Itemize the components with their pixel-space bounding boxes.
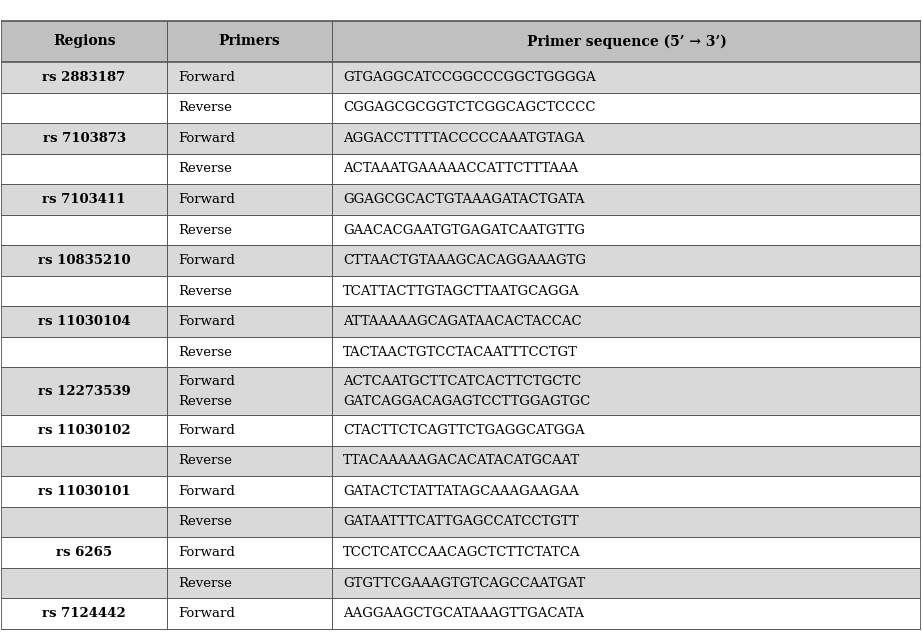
Text: TCATTACTTGTAGCTTAATGCAGGA: TCATTACTTGTAGCTTAATGCAGGA xyxy=(343,285,580,298)
Text: CGGAGCGCGGTCTCGGCAGCTCCCC: CGGAGCGCGGTCTCGGCAGCTCCCC xyxy=(343,102,596,114)
Text: Reverse: Reverse xyxy=(178,346,231,359)
Text: GTGAGGCATCCGGCCCGGCTGGGGA: GTGAGGCATCCGGCCCGGCTGGGGA xyxy=(343,71,597,84)
Text: Forward: Forward xyxy=(178,376,235,388)
Text: rs 11030102: rs 11030102 xyxy=(38,424,130,437)
Bar xyxy=(2,507,920,537)
Bar xyxy=(2,62,920,93)
Text: ACTCAATGCTTCATCACTTCTGCTC: ACTCAATGCTTCATCACTTCTGCTC xyxy=(343,376,582,388)
Text: Reverse: Reverse xyxy=(178,395,231,408)
Text: Forward: Forward xyxy=(178,193,235,206)
Text: Forward: Forward xyxy=(178,424,235,437)
Text: Primers: Primers xyxy=(219,34,280,48)
Bar xyxy=(2,276,920,306)
Bar xyxy=(2,367,920,415)
Bar xyxy=(2,446,920,476)
Text: TCCTCATCCAACAGCTCTTCTATCA: TCCTCATCCAACAGCTCTTCTATCA xyxy=(343,546,581,559)
Text: Forward: Forward xyxy=(178,546,235,559)
Text: Forward: Forward xyxy=(178,254,235,267)
Text: GGAGCGCACTGTAAAGATACTGATA: GGAGCGCACTGTAAAGATACTGATA xyxy=(343,193,585,206)
Bar xyxy=(2,598,920,629)
Text: CTACTTCTCAGTTCTGAGGCATGGA: CTACTTCTCAGTTCTGAGGCATGGA xyxy=(343,424,585,437)
Text: rs 12273539: rs 12273539 xyxy=(38,385,131,398)
Text: rs 7103411: rs 7103411 xyxy=(42,193,126,206)
Text: ATTAAAAAGCAGATAACACTACCAC: ATTAAAAAGCAGATAACACTACCAC xyxy=(343,315,582,328)
Bar xyxy=(2,246,920,276)
Bar xyxy=(2,21,920,62)
Text: TACTAACTGTCCTACAATTTCCTGT: TACTAACTGTCCTACAATTTCCTGT xyxy=(343,346,578,359)
Text: rs 11030101: rs 11030101 xyxy=(38,485,130,498)
Text: rs 6265: rs 6265 xyxy=(56,546,112,559)
Text: GAACACGAATGTGAGATCAATGTTG: GAACACGAATGTGAGATCAATGTTG xyxy=(343,224,585,237)
Bar xyxy=(2,306,920,337)
Text: AGGACCTTTTACCCCCAAATGTAGA: AGGACCTTTTACCCCCAAATGTAGA xyxy=(343,132,585,145)
Text: Reverse: Reverse xyxy=(178,577,231,590)
Text: rs 11030104: rs 11030104 xyxy=(38,315,130,328)
Bar xyxy=(2,215,920,246)
Text: ACTAAATGAAAAACCATTCTTTAAA: ACTAAATGAAAAACCATTCTTTAAA xyxy=(343,163,579,176)
Text: Reverse: Reverse xyxy=(178,102,231,114)
Text: Forward: Forward xyxy=(178,71,235,84)
Bar xyxy=(2,537,920,568)
Text: Reverse: Reverse xyxy=(178,163,231,176)
Text: Forward: Forward xyxy=(178,315,235,328)
Text: Reverse: Reverse xyxy=(178,455,231,467)
Text: Forward: Forward xyxy=(178,485,235,498)
Text: Reverse: Reverse xyxy=(178,224,231,237)
Text: Regions: Regions xyxy=(53,34,115,48)
Text: AAGGAAGCTGCATAAAGTTGACATA: AAGGAAGCTGCATAAAGTTGACATA xyxy=(343,607,585,620)
Text: Forward: Forward xyxy=(178,607,235,620)
Text: GATACTCTATTATAGCAAAGAAGAA: GATACTCTATTATAGCAAAGAAGAA xyxy=(343,485,579,498)
Text: Primer sequence (5’ → 3’): Primer sequence (5’ → 3’) xyxy=(526,34,727,49)
Bar xyxy=(2,93,920,123)
Text: GTGTTCGAAAGTGTCAGCCAATGAT: GTGTTCGAAAGTGTCAGCCAATGAT xyxy=(343,577,585,590)
Text: TTACAAAAAGACACATACATGCAAT: TTACAAAAAGACACATACATGCAAT xyxy=(343,455,581,467)
Bar xyxy=(2,185,920,215)
Text: GATAATTTCATTGAGCCATCCTGTT: GATAATTTCATTGAGCCATCCTGTT xyxy=(343,516,579,529)
Text: GATCAGGACAGAGTCCTTGGAGTGC: GATCAGGACAGAGTCCTTGGAGTGC xyxy=(343,395,591,408)
Bar xyxy=(2,123,920,154)
Text: rs 7124442: rs 7124442 xyxy=(42,607,126,620)
Text: CTTAACTGTAAAGCACAGGAAAGTG: CTTAACTGTAAAGCACAGGAAAGTG xyxy=(343,254,586,267)
Bar xyxy=(2,568,920,598)
Text: Forward: Forward xyxy=(178,132,235,145)
Bar xyxy=(2,476,920,507)
Text: rs 2883187: rs 2883187 xyxy=(42,71,125,84)
Text: Reverse: Reverse xyxy=(178,516,231,529)
Bar xyxy=(2,415,920,446)
Text: rs 7103873: rs 7103873 xyxy=(42,132,125,145)
Bar xyxy=(2,154,920,185)
Bar xyxy=(2,337,920,367)
Text: rs 10835210: rs 10835210 xyxy=(38,254,130,267)
Text: Reverse: Reverse xyxy=(178,285,231,298)
